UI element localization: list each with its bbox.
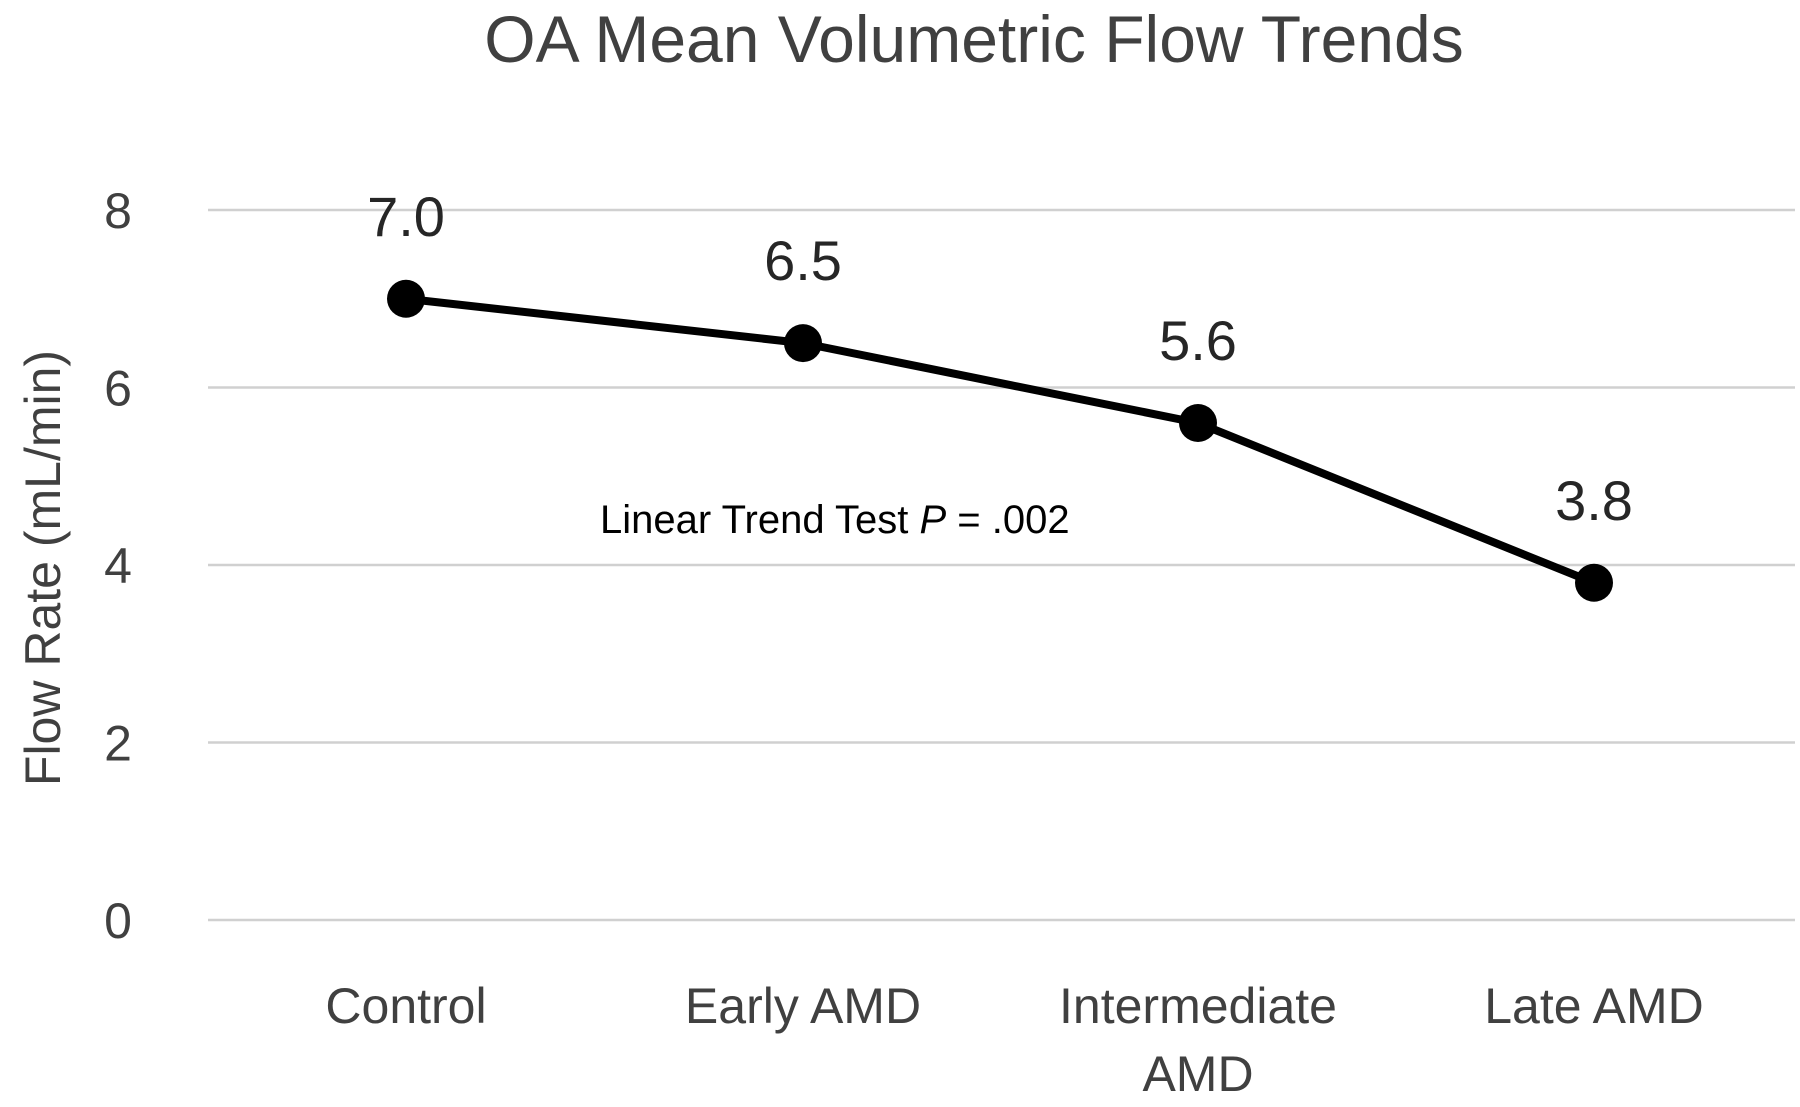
trend-test-annotation: Linear Trend Test P = .002 bbox=[600, 498, 1070, 542]
chart-title: OA Mean Volumetric Flow Trends bbox=[484, 2, 1463, 76]
x-tick-label-2: Intermediate AMD bbox=[1059, 978, 1337, 1102]
series-line bbox=[405, 294, 1596, 587]
y-axis-label: Flow Rate (mL/min) bbox=[15, 350, 71, 786]
x-tick-label-1: Early AMD bbox=[685, 978, 921, 1034]
data-point-2 bbox=[1179, 404, 1217, 442]
annotation-value: = .002 bbox=[946, 498, 1069, 542]
y-tick-label-4: 4 bbox=[104, 538, 132, 594]
y-tick-label-6: 6 bbox=[104, 361, 132, 417]
x-tick-label-3: Late AMD bbox=[1484, 978, 1704, 1034]
gridlines bbox=[208, 208, 1795, 922]
data-point-1 bbox=[784, 324, 822, 363]
data-label-3: 3.8 bbox=[1555, 469, 1633, 532]
x-tick-label-0: Control bbox=[325, 978, 486, 1034]
data-label-2: 5.6 bbox=[1159, 309, 1237, 372]
data-labels: 7.0 6.5 5.6 3.8 bbox=[367, 185, 1633, 532]
y-tick-label-0: 0 bbox=[104, 893, 132, 949]
data-point-0 bbox=[387, 279, 425, 318]
x-tick-labels: Control Early AMD Intermediate AMD Late AMD bbox=[325, 978, 1703, 1102]
annotation-prefix: Linear Trend Test bbox=[600, 498, 919, 542]
y-tick-label-2: 2 bbox=[104, 716, 132, 772]
y-tick-labels: 0 2 4 6 8 bbox=[104, 183, 132, 949]
data-label-0: 7.0 bbox=[367, 185, 445, 248]
series-flow-rate bbox=[387, 279, 1613, 602]
y-tick-label-8: 8 bbox=[104, 183, 132, 239]
data-point-3 bbox=[1575, 563, 1613, 602]
data-label-1: 6.5 bbox=[764, 229, 842, 292]
annotation-p-symbol: P bbox=[919, 498, 946, 542]
